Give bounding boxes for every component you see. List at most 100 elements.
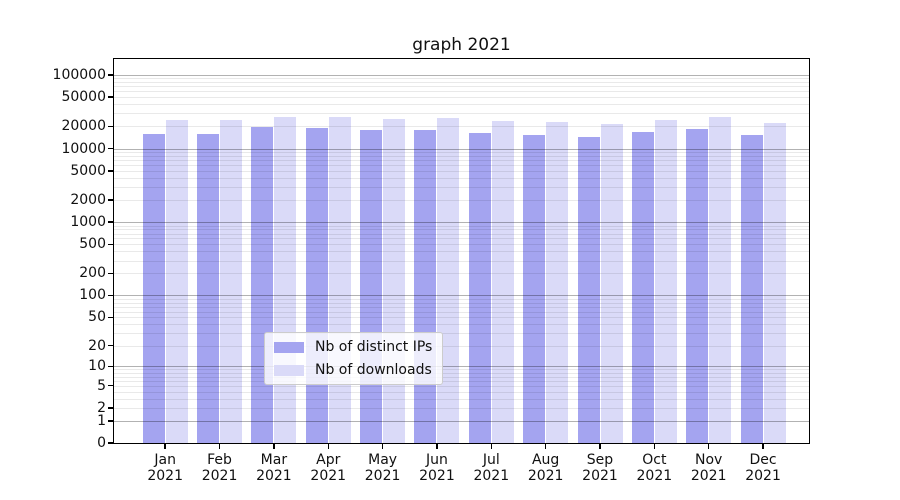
x-tick-month: Mar (260, 452, 288, 468)
gridline-minor (114, 407, 809, 409)
x-tick-year: 2021 (745, 468, 781, 484)
bar-downloads-nov (709, 117, 732, 443)
y-tick-mark (108, 365, 114, 368)
x-tick-month: Aug (531, 452, 560, 468)
x-tick-year: 2021 (473, 468, 510, 484)
gridline-minor (114, 82, 809, 84)
legend-label-distinct-ips: Nb of distinct IPs (315, 339, 433, 355)
y-tick-label: 200 (79, 265, 106, 282)
legend-swatch-distinct-ips (274, 341, 304, 353)
gridline-minor (114, 345, 809, 347)
y-tick-label: 500 (79, 236, 106, 253)
x-tick-month: Feb (207, 452, 232, 468)
y-tick-label: 20000 (61, 118, 106, 135)
x-tick-year: 2021 (582, 468, 618, 484)
gridline-minor (114, 177, 809, 179)
gridline-minor (114, 225, 809, 227)
gridline-minor (114, 97, 809, 99)
y-tick-mark (108, 221, 114, 223)
x-tick-mark (653, 443, 656, 449)
gridline-major (114, 75, 809, 76)
bar-distinct-ips-nov (686, 129, 709, 443)
x-tick-year: 2021 (636, 468, 673, 484)
x-tick-label: Aug 2021 (516, 452, 576, 484)
bar-distinct-ips-dec (740, 135, 763, 443)
gridline-minor (114, 229, 809, 231)
bar-distinct-ips-mar (251, 127, 274, 443)
bar-distinct-ips-sep (577, 136, 600, 443)
y-tick-mark (108, 420, 114, 422)
gridline-minor (114, 164, 809, 166)
x-tick-mark (218, 443, 221, 449)
gridline-major (114, 222, 809, 224)
gridline-major (114, 366, 809, 368)
y-tick-mark (108, 316, 114, 319)
bar-distinct-ips-may (360, 129, 383, 443)
gridline-minor (114, 187, 809, 189)
x-tick-label: Mar 2021 (244, 452, 304, 484)
bar-distinct-ips-jul (468, 133, 491, 443)
gridline-minor (114, 251, 809, 253)
gridline-minor (114, 273, 809, 275)
gridline-minor (114, 155, 809, 157)
x-tick-month: Oct (642, 452, 667, 468)
gridline-minor (114, 376, 809, 378)
y-tick-mark (108, 407, 114, 409)
legend-swatch-downloads (274, 364, 304, 376)
legend-label-downloads: Nb of downloads (315, 362, 432, 378)
gridline-minor (114, 233, 809, 235)
x-tick-month: May (368, 452, 398, 468)
legend-item-downloads: Nb of downloads (274, 362, 432, 378)
gridline-minor (114, 369, 809, 371)
y-tick-label: 5000 (70, 162, 106, 179)
x-tick-mark (327, 443, 329, 449)
y-tick-mark (108, 170, 114, 172)
x-tick-mark (490, 443, 493, 449)
x-tick-mark (762, 443, 764, 449)
gridline-minor (114, 238, 809, 240)
x-tick-year: 2021 (310, 468, 347, 484)
gridline-major (114, 295, 809, 297)
gridline-minor (114, 86, 809, 88)
bar-downloads-jul (491, 121, 514, 443)
x-tick-mark (707, 443, 710, 449)
x-tick-month: Dec (749, 452, 777, 468)
bar-downloads-apr (328, 117, 351, 443)
gridline-minor (114, 380, 809, 382)
y-tick-label: 1000 (70, 214, 106, 231)
y-tick-label: 2 (97, 399, 106, 416)
y-tick-label: 1 (97, 412, 106, 429)
x-tick-mark (273, 443, 275, 449)
x-tick-year: 2021 (147, 468, 183, 484)
y-tick-label: 20 (88, 337, 106, 354)
y-tick-mark (108, 243, 114, 246)
y-tick-mark (108, 125, 114, 128)
bar-downloads-aug (546, 122, 569, 443)
gridline-minor (114, 244, 809, 246)
y-tick-mark (108, 384, 114, 387)
y-tick-label: 10 (88, 358, 106, 375)
x-tick-label: Apr 2021 (298, 452, 358, 484)
chart-title: graph 2021 (412, 35, 511, 55)
gridline-minor (114, 126, 809, 128)
legend: Nb of distinct IPs Nb of downloads (264, 332, 444, 385)
gridline-minor (114, 311, 809, 313)
gridline-minor (114, 385, 809, 387)
gridline-minor (114, 372, 809, 374)
y-tick-label: 100000 (52, 67, 106, 83)
bar-distinct-ips-apr (305, 128, 328, 443)
bar-distinct-ips-oct (631, 132, 654, 443)
x-tick-year: 2021 (527, 468, 564, 484)
y-tick-label: 50 (88, 309, 106, 326)
x-tick-year: 2021 (201, 468, 238, 484)
y-tick-label: 50000 (61, 89, 106, 106)
gridline-minor (114, 302, 809, 304)
x-tick-label: Oct 2021 (624, 452, 684, 484)
y-tick-mark (108, 96, 114, 98)
y-tick-mark (108, 199, 114, 201)
x-tick-month: Nov (695, 452, 723, 468)
gridline-minor (114, 151, 809, 153)
y-tick-mark (108, 74, 114, 76)
x-tick-year: 2021 (256, 468, 292, 484)
